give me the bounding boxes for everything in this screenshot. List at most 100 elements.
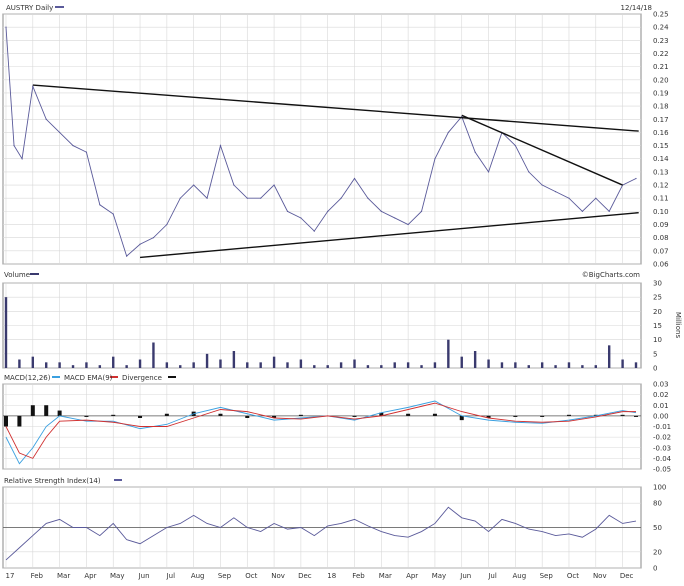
x-tick-label: Aug [513,572,527,580]
price-point [313,230,315,232]
price-point [514,144,516,147]
x-tick-label: Mar [57,572,70,580]
x-tick-label: Aug [191,572,205,580]
divergence-bar [4,415,8,427]
y-tick-label: 0.09 [653,221,669,229]
volume-bar [500,362,504,368]
trendline [139,211,639,259]
volume-panel-credit: ©BigCharts.com [582,271,640,279]
volume-bar [45,362,48,368]
y-tick-label: 30 [653,280,662,288]
x-tick-label: Nov [271,572,285,580]
price-point [72,144,74,147]
divergence-bar [406,413,411,416]
price-point [233,184,235,186]
y-tick-label: 0.19 [653,89,669,97]
price-point [595,197,597,199]
price-point [340,197,342,199]
volume-bar [31,356,35,368]
volume-bar [540,362,544,368]
volume-bar [433,362,437,368]
price-point [541,184,543,186]
y-tick-label: 0.08 [653,234,669,242]
divergence-bar [513,415,518,417]
price-point [394,217,396,219]
y-tick-label: 0.16 [653,129,669,137]
price-point [21,158,23,160]
y-tick-label: 0.15 [653,142,669,150]
y-tick-label: 0.21 [653,63,669,71]
divergence-bar [44,405,49,416]
price-point [420,210,423,212]
y-tick-label: -0.02 [653,434,671,442]
volume-bar [447,339,450,368]
volume-bar [219,359,222,368]
price-point [126,255,128,257]
volume-bar [58,362,61,368]
y-tick-label: 0 [653,565,657,573]
price-point [474,151,476,153]
divergence-bar [459,415,464,421]
volume-bar [339,362,343,368]
price-point [206,197,208,199]
volume-bar [607,345,611,368]
y-tick-label: 20 [653,548,662,556]
y-tick-label: 10 [653,336,662,344]
y-tick-label: -0.03 [653,444,671,452]
volume-bar [594,365,597,368]
y-tick-label: 0.01 [653,402,669,410]
price-point [5,26,7,28]
volume-bar [353,359,356,368]
x-tick-label: Feb [31,572,44,580]
price-point [139,243,141,245]
price-point [447,131,449,134]
y-tick-label: -0.01 [653,423,671,431]
x-tick-label: Mar [379,572,392,580]
volume-panel-title: Volume [4,271,30,279]
macd-line [5,400,637,465]
y-tick-label: 0.07 [653,247,669,255]
y-tick-label: 0.24 [653,24,669,32]
trendline [32,84,639,132]
volume-bar [621,359,624,368]
y-tick-label: 0.00 [653,412,669,420]
y-tick-label: 80 [653,500,662,508]
volume-bar [272,356,276,368]
macd-divergence-label: Divergence [122,374,162,382]
x-tick-label: May [432,572,446,580]
volume-bar [125,365,128,368]
macd-ema-line [5,402,636,459]
y-tick-label: 0.10 [653,208,669,216]
y-tick-label: 0.20 [653,76,669,84]
divergence-bar [245,415,250,418]
y-tick-label: 0.03 [653,381,669,389]
volume-bar [286,362,289,368]
y-tick-label: 0.17 [653,116,669,124]
divergence-bar [57,410,62,416]
x-tick-label: May [110,572,124,580]
price-point [13,144,15,147]
price-point [193,184,195,186]
divergence-bar [634,415,638,417]
y-tick-label: -0.04 [653,455,672,463]
volume-bar [567,362,571,368]
rsi-line [5,506,637,561]
divergence-bar [17,415,22,427]
volume-bar [179,365,182,368]
volume-bar [527,365,530,368]
x-tick-label: Apr [84,572,96,580]
volume-bar [634,362,638,368]
price-point [608,210,610,212]
y-tick-label: 100 [653,484,666,492]
x-tick-label: Feb [352,572,365,580]
volume-bar [460,356,463,368]
price-point [32,85,34,87]
price-point [219,144,222,147]
volume-bar [393,362,396,368]
price-point [112,213,114,215]
x-tick-label: Oct [567,572,579,580]
y-tick-label: 0.22 [653,50,669,58]
divergence-bar [272,415,277,418]
divergence-bar [566,414,571,416]
price-point [166,223,168,226]
